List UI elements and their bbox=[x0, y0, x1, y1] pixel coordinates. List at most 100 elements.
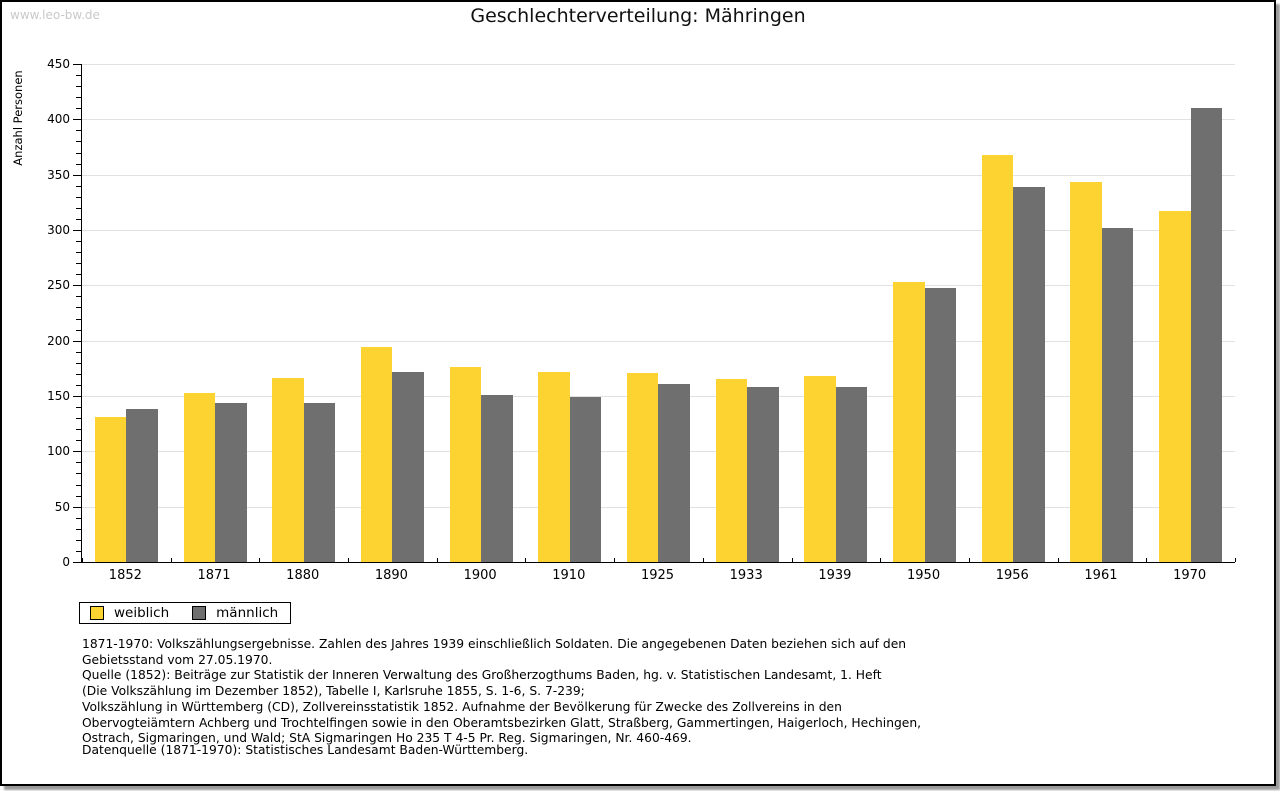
bar-group-1933 bbox=[703, 64, 792, 562]
y-major-tick bbox=[73, 285, 81, 287]
y-major-tick bbox=[73, 340, 81, 342]
y-minor-tick bbox=[76, 440, 81, 442]
y-major-tick bbox=[73, 230, 81, 231]
bar-männlich-1880 bbox=[303, 403, 336, 562]
bar-group-1852 bbox=[82, 64, 171, 562]
y-major-tick bbox=[73, 64, 81, 65]
y-minor-tick bbox=[76, 86, 81, 88]
bar-weiblich-1871 bbox=[183, 393, 216, 562]
y-minor-tick bbox=[76, 495, 81, 497]
y-minor-tick bbox=[76, 528, 81, 530]
bar-weiblich-1939 bbox=[804, 376, 836, 562]
plot-area: 0 50 100 150 200 250 300 350 400 450 bbox=[47, 57, 1236, 569]
chart-title: Geschlechterverteilung: Mähringen bbox=[470, 5, 806, 27]
y-minor-tick bbox=[76, 185, 81, 187]
y-major-tick bbox=[73, 119, 81, 121]
x-boundary-tick bbox=[791, 558, 793, 562]
y-minor-tick bbox=[76, 418, 81, 420]
x-axis-tick-label: 1956 bbox=[995, 568, 1029, 583]
bar-group-1871 bbox=[171, 64, 260, 562]
gridline-400 bbox=[82, 119, 1235, 121]
bar-männlich-1961 bbox=[1101, 228, 1134, 562]
bar-männlich-1970 bbox=[1190, 108, 1223, 562]
y-minor-tick bbox=[76, 351, 81, 353]
y-minor-tick bbox=[76, 108, 81, 110]
bar-männlich-1950 bbox=[924, 288, 957, 562]
y-minor-tick bbox=[76, 539, 81, 541]
y-major-tick bbox=[73, 174, 81, 176]
gridline-300 bbox=[82, 230, 1235, 231]
gridline-200 bbox=[82, 340, 1235, 342]
y-major-tick bbox=[73, 396, 81, 397]
bar-group-1961 bbox=[1058, 64, 1147, 562]
legend-swatch-male bbox=[192, 606, 207, 620]
y-minor-tick bbox=[76, 263, 81, 265]
y-minor-tick bbox=[76, 550, 81, 552]
gridline-250 bbox=[82, 285, 1235, 287]
y-axis-tick-label: 200 bbox=[47, 333, 70, 348]
y-axis-tick-label: 400 bbox=[47, 112, 70, 127]
y-axis-tick-label: 150 bbox=[47, 389, 70, 403]
footnote-line: (Die Volkszählung im Dezember 1852), Tab… bbox=[82, 684, 585, 699]
x-boundary-tick bbox=[614, 558, 616, 562]
x-boundary-tick bbox=[1057, 558, 1059, 562]
bar-männlich-1910 bbox=[569, 397, 602, 562]
x-boundary-tick bbox=[525, 558, 527, 562]
footnote-line: Quelle (1852): Beiträge zur Statistik de… bbox=[82, 668, 882, 683]
footnote-line: Gebietsstand vom 27.05.1970. bbox=[82, 652, 273, 667]
x-boundary-tick bbox=[436, 558, 438, 562]
x-axis-tick-label: 1910 bbox=[552, 568, 586, 583]
x-axis-tick-label: 1939 bbox=[818, 568, 852, 583]
y-minor-tick bbox=[76, 218, 81, 220]
legend-label-female: weiblich bbox=[114, 605, 170, 621]
bar-männlich-1900 bbox=[481, 395, 513, 562]
datasource-line: Datenquelle (1871-1970): Statistisches L… bbox=[82, 743, 529, 757]
y-minor-tick bbox=[76, 329, 81, 331]
footnote-line: Obervogteiämtern Achberg und Trochtelfin… bbox=[82, 715, 922, 730]
y-axis-tick-label: 450 bbox=[47, 57, 70, 71]
footnote-line: Ostrach, Sigmaringen, und Wald; StA Sigm… bbox=[82, 731, 692, 746]
x-boundary-tick bbox=[702, 558, 704, 562]
y-minor-tick bbox=[76, 296, 81, 298]
x-axis-tick-label: 1925 bbox=[640, 568, 675, 583]
bar-group-1956 bbox=[969, 64, 1058, 562]
y-minor-tick bbox=[76, 274, 81, 276]
footnote-line: Volkszählung in Württemberg (CD), Zollve… bbox=[82, 699, 842, 714]
x-boundary-tick bbox=[1235, 558, 1236, 562]
y-minor-tick bbox=[76, 207, 81, 209]
bar-group-1925 bbox=[614, 64, 703, 562]
bar-group-1970 bbox=[1146, 64, 1235, 562]
y-minor-tick bbox=[76, 318, 81, 320]
y-axis-tick-label: 0 bbox=[62, 555, 70, 569]
bar-männlich-1956 bbox=[1013, 187, 1045, 562]
x-axis-tick-label: 1880 bbox=[286, 568, 320, 583]
legend: weiblich männlich bbox=[79, 602, 291, 624]
y-major-tick bbox=[73, 451, 81, 453]
bar-group-1890 bbox=[348, 64, 437, 562]
y-minor-tick bbox=[76, 163, 81, 165]
y-minor-tick bbox=[76, 373, 81, 375]
bar-group-1880 bbox=[259, 64, 348, 562]
y-minor-tick bbox=[76, 473, 81, 475]
footnote-line: 1871-1970: Volkszählungsergebnisse. Zahl… bbox=[82, 637, 907, 651]
y-major-tick bbox=[73, 562, 81, 563]
bar-weiblich-1925 bbox=[626, 373, 659, 562]
x-axis-tick-label: 1900 bbox=[463, 568, 497, 583]
y-minor-tick bbox=[76, 130, 81, 132]
footnotes: 1871-1970: Volkszählungsergebnisse. Zahl… bbox=[82, 637, 921, 747]
bar-männlich-1925 bbox=[658, 384, 690, 562]
bar-weiblich-1880 bbox=[272, 378, 304, 562]
x-boundary-tick bbox=[348, 558, 350, 562]
bar-weiblich-1900 bbox=[449, 367, 482, 562]
x-boundary-tick bbox=[82, 558, 83, 562]
bar-männlich-1852 bbox=[126, 409, 158, 562]
bar-group-1939 bbox=[792, 64, 881, 562]
bar-weiblich-1933 bbox=[715, 379, 748, 562]
x-axis-tick-label: 1852 bbox=[108, 568, 142, 583]
x-boundary-tick bbox=[170, 558, 172, 562]
y-minor-tick bbox=[76, 141, 81, 143]
gridline-350 bbox=[82, 174, 1235, 176]
bar-männlich-1933 bbox=[747, 387, 779, 562]
bar-weiblich-1970 bbox=[1159, 211, 1191, 562]
